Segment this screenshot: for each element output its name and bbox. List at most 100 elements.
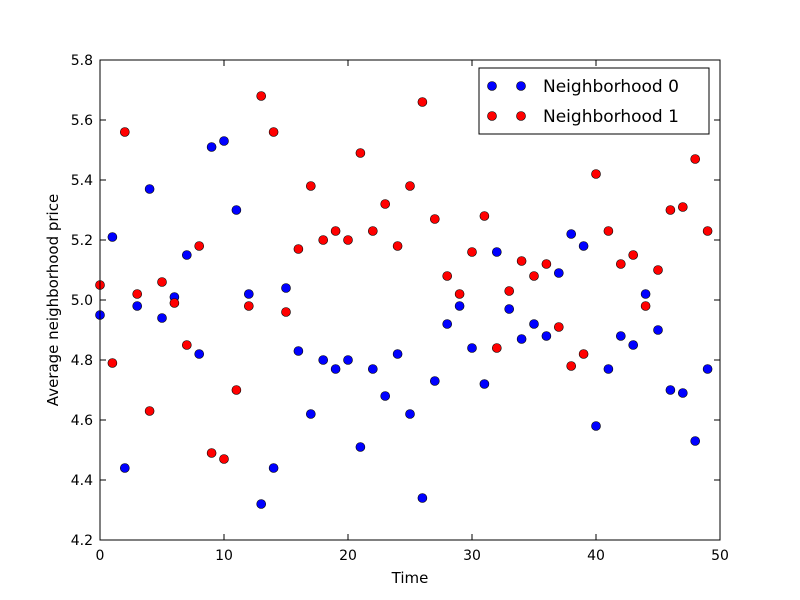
series-neighborhood-1 [95,91,713,464]
data-point [107,232,118,242]
data-point [330,226,341,236]
data-point [491,343,502,353]
data-point [194,349,204,359]
y-tick-label: 5.4 [71,173,93,189]
legend: Neighborhood 0 Neighborhood 1 [478,67,710,135]
data-point [318,355,329,365]
data-point [603,364,614,374]
data-point [405,181,415,191]
data-point [628,250,639,260]
x-tick-label: 50 [711,548,729,564]
data-point [566,229,577,239]
data-point [343,235,353,245]
data-point [293,244,304,254]
data-point [132,289,142,299]
data-point [553,268,564,278]
data-point [442,319,453,329]
data-point [330,364,341,374]
data-point [566,361,577,371]
data-point [615,259,626,269]
data-point [281,307,291,317]
tick-labels: 0 10 20 30 40 50 4.2 4.4 4.6 4.8 5.0 5.2 5.4 5.6 5.8 [71,53,729,564]
data-point [665,205,676,215]
data-point [417,493,428,503]
data-point [305,409,316,419]
data-point [677,388,688,398]
data-point [169,298,180,308]
data-point [157,313,167,323]
data-point [690,436,701,446]
data-point [615,331,626,341]
data-point [157,277,167,287]
data-point [529,271,539,281]
data-point [392,241,403,251]
y-tick-label: 5.0 [71,293,93,309]
data-point [442,271,453,281]
plot-frame [99,59,721,541]
data-point [702,226,713,236]
y-tick-label: 5.2 [71,233,93,249]
data-point [479,379,490,389]
data-point [120,127,130,137]
data-point [231,205,242,215]
data-point [355,148,366,158]
data-point [467,343,477,353]
y-axis-label: Average neighborhood price [44,194,62,406]
data-point [219,136,229,146]
legend-label-neighborhood-0: Neighborhood 0 [543,77,679,97]
data-point [120,463,130,473]
data-point [429,376,440,386]
data-point [541,331,552,341]
data-point [144,184,155,194]
data-point [553,322,564,332]
x-tick-label: 40 [587,548,605,564]
data-point [578,241,589,251]
data-point [591,421,601,431]
data-point [467,247,477,257]
y-tick-label: 4.4 [71,473,93,489]
data-point [231,385,242,395]
data-point [504,304,515,314]
data-point [665,385,676,395]
data-point [206,448,217,458]
x-tick-label: 20 [339,548,357,564]
data-point [541,259,552,269]
legend-marker-neighborhood-1 [516,111,526,121]
data-point [516,256,527,266]
data-point [628,340,639,350]
data-point [690,154,701,164]
legend-label-neighborhood-1: Neighborhood 1 [543,107,679,127]
data-point [305,181,316,191]
data-point [429,214,440,224]
data-point [529,319,539,329]
x-tick-label: 0 [96,548,105,564]
data-point [206,142,217,152]
data-point [405,409,415,419]
data-point [244,301,254,311]
data-points [95,91,713,509]
data-point [367,364,378,374]
x-tick-label: 10 [215,548,233,564]
data-point [454,289,465,299]
data-point [256,91,267,101]
data-point [504,286,515,296]
data-point [380,199,391,209]
series-neighborhood-0 [95,136,713,509]
data-point [677,202,688,212]
data-point [256,499,267,509]
x-tick-label: 30 [463,548,481,564]
data-point [603,226,614,236]
data-point [144,406,155,416]
y-tick-label: 4.8 [71,353,93,369]
data-point [281,283,291,293]
data-point [132,301,142,311]
data-point [367,226,378,236]
y-tick-label: 4.6 [71,413,93,429]
data-point [219,454,229,464]
data-point [268,463,279,473]
legend-marker-neighborhood-0 [516,81,526,91]
data-point [293,346,304,356]
legend-box [478,67,710,135]
data-point [182,250,192,260]
